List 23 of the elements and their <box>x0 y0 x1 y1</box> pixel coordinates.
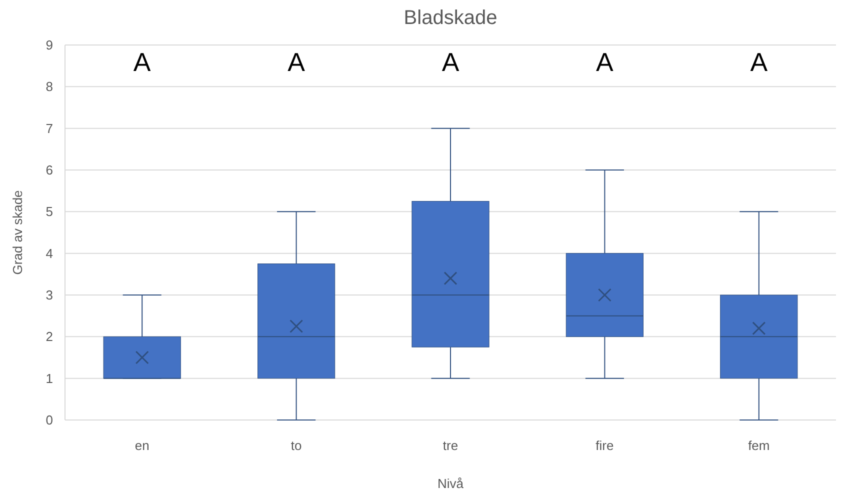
annotation: A <box>288 47 306 78</box>
y-axis-title: Grad av skade <box>10 190 25 275</box>
y-tick-label: 9 <box>46 38 53 53</box>
y-tick-label: 2 <box>46 329 53 344</box>
y-tick-label: 5 <box>46 204 53 220</box>
chart-title: Bladskade <box>404 7 498 29</box>
y-tick-label: 6 <box>46 162 53 178</box>
y-tick-label: 7 <box>46 120 53 136</box>
y-tick-label: 1 <box>46 370 53 386</box>
y-tick-label: 8 <box>46 79 53 94</box>
annotation: A <box>442 47 460 78</box>
y-tick-label: 3 <box>46 288 53 303</box>
annotation: A <box>750 47 768 78</box>
y-tick-label: 0 <box>46 412 53 428</box>
y-tick-label: 4 <box>46 246 53 261</box>
annotation: A <box>133 47 152 78</box>
x-tick-label: fire <box>596 438 614 453</box>
x-tick-label: tre <box>442 438 458 453</box>
x-tick-label: en <box>134 438 150 453</box>
x-tick-label: fem <box>748 438 770 453</box>
x-axis-title: Nivå <box>437 476 464 491</box>
x-tick-label: to <box>290 438 302 453</box>
annotation: A <box>596 47 614 78</box>
